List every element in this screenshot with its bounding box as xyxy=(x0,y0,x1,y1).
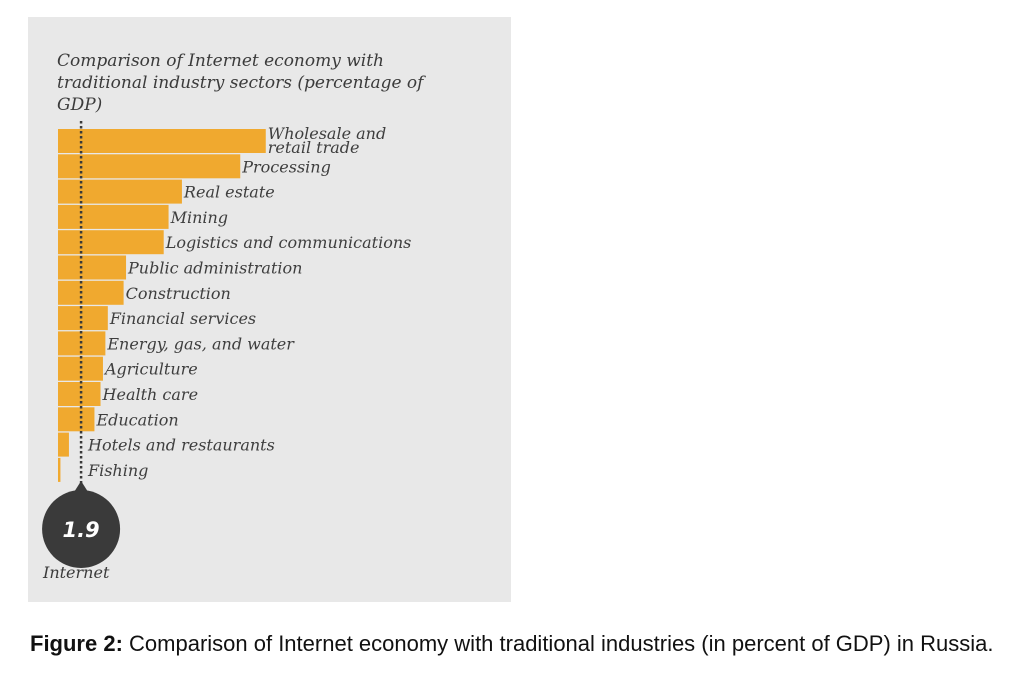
bar-label-logistics-and-communications: Logistics and communications xyxy=(165,233,412,252)
bar-financial-services xyxy=(58,306,108,331)
bar-label-wholesale-and-retail-trade: Wholesale and retail trade xyxy=(268,124,386,157)
bar-public-administration xyxy=(58,255,127,280)
internet-bubble-pointer xyxy=(74,481,89,492)
bar-health-care xyxy=(58,382,101,406)
bar-wholesale-and-retail-trade xyxy=(58,129,266,153)
bar-label-processing: Processing xyxy=(241,157,331,176)
bar-label-public-administration: Public administration xyxy=(127,259,302,278)
bar-label-education: Education xyxy=(95,410,178,429)
bar-label-energy-gas-and-water: Energy, gas, and water xyxy=(106,334,295,353)
figure-caption-text: Comparison of Internet economy with trad… xyxy=(122,631,994,656)
bar-label-construction: Construction xyxy=(126,284,231,303)
bar-label-line: Wholesale and xyxy=(268,124,386,143)
figure-caption: Figure 2: Comparison of Internet economy… xyxy=(30,630,1022,658)
internet-label: Internet xyxy=(43,563,110,582)
bar-label-real-estate: Real estate xyxy=(183,183,275,202)
bar-label-health-care: Health care xyxy=(102,385,199,404)
bar-hotels-and-restaurants xyxy=(58,432,69,457)
bar-fishing xyxy=(58,457,61,482)
bar-label-hotels-and-restaurants: Hotels and restaurants xyxy=(87,436,275,455)
bar-label-agriculture: Agriculture xyxy=(103,360,198,379)
bar-education xyxy=(58,407,95,432)
bar-label-financial-services: Financial services xyxy=(109,309,256,328)
bar-processing xyxy=(58,154,241,179)
internet-value-label: 1.9 xyxy=(62,518,99,542)
bar-real-estate xyxy=(58,179,182,204)
figure-label: Figure 2: xyxy=(30,631,123,656)
bar-label-mining: Mining xyxy=(170,208,228,227)
internet-value-bubble xyxy=(42,490,121,568)
bar-construction xyxy=(58,280,124,305)
chart-title: Comparison of Internet economy with trad… xyxy=(57,51,424,115)
bar-logistics-and-communications xyxy=(58,230,164,255)
bar-label-line: retail trade xyxy=(268,138,360,157)
bar-label-fishing: Fishing xyxy=(87,461,148,480)
bar-mining xyxy=(58,204,169,229)
